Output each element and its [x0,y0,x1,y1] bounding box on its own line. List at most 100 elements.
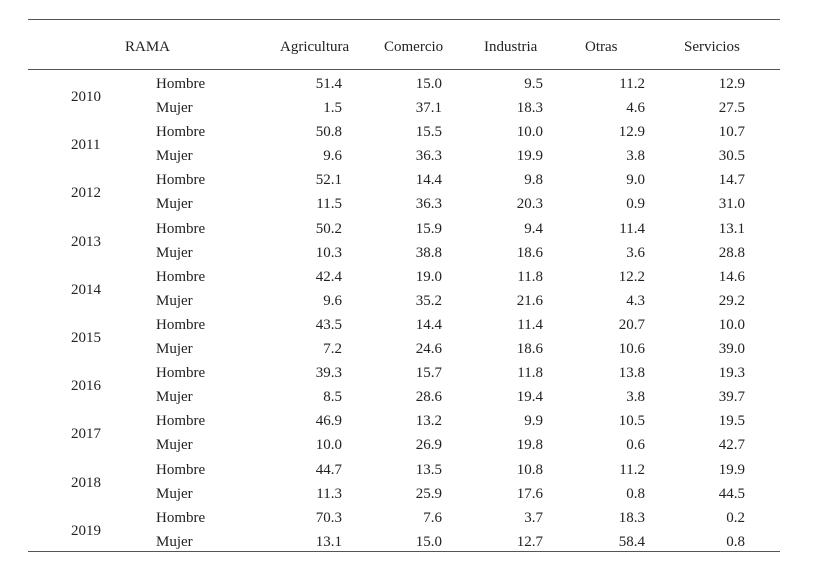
table-cell: 19.9 [718,461,745,478]
year-label: 2013 [71,233,101,250]
table-cell: 19.3 [718,365,745,382]
year-group: 2017 Hombre 46.9 13.2 9.9 10.5 19.5 Mujer 10.0 26… [28,410,780,458]
table-cell: 10.5 [618,413,645,430]
table-cell: 15.5 [415,124,442,141]
table-cell: 11.2 [619,76,645,92]
header-comercio: Comercio [384,39,444,55]
year-group: 2013 Hombre 50.2 15.9 9.4 11.4 13.1 Mujer 10.3 38… [28,218,780,266]
table-cell: 9.9 [524,413,543,430]
table-cell: 0.6 [626,437,645,454]
table-cell: 39.0 [718,341,745,357]
table-cell: 13.5 [415,461,442,478]
table-cell: 10.0 [315,437,342,454]
sex-label: Mujer [156,389,193,406]
sex-label: Mujer [156,485,193,502]
table-cell: 30.5 [718,148,745,165]
table-cell: 12.9 [718,76,745,92]
year-group: 2015 Hombre 43.5 14.4 11.4 20.7 10.0 Mujer 7.2 24… [28,314,780,362]
table-cell: 12.2 [618,268,645,285]
year-group: 2010 Hombre 51.4 15.0 9.5 11.2 12.9 Mujer 1.5 37.… [28,73,780,121]
table-cell: 9.0 [626,172,645,189]
table-cell: 28.8 [718,244,745,261]
year-label: 2015 [71,330,101,346]
header-agricultura: Agricultura [280,39,350,55]
table-cell: 10.3 [315,244,342,261]
table-cell: 31.0 [718,196,745,213]
table-cell: 51.4 [315,76,342,92]
table-row: Hombre 51.4 15.0 9.5 11.2 12.9 [28,73,780,97]
table-row: Mujer 13.1 15.0 12.7 58.4 0.8 [28,531,780,555]
table-cell: 3.7 [524,509,543,526]
year-group: 2019 Hombre 70.3 7.6 3.7 18.3 0.2 Mujer 13.1 15.0… [28,507,780,555]
table-cell: 14.4 [415,317,442,333]
header-rama: RAMA [125,39,171,55]
year-label: 2019 [71,522,101,539]
table-cell: 58.4 [618,533,645,550]
table-cell: 7.2 [323,341,342,357]
sex-label: Hombre [156,509,206,526]
table-cell: 15.0 [415,76,442,92]
table-cell: 18.3 [516,100,543,116]
header-rule [28,69,780,70]
table-cell: 42.7 [718,437,745,454]
table-cell: 9.5 [524,76,543,92]
table-row: Mujer 10.3 38.8 18.6 3.6 28.8 [28,242,780,266]
table-cell: 43.5 [315,317,342,333]
table-cell: 0.8 [626,485,645,502]
sex-label: Hombre [156,317,206,333]
sex-label: Mujer [156,100,193,116]
table-cell: 9.6 [323,148,342,165]
table-bottom-rule [28,551,780,552]
table-cell: 39.7 [718,389,745,406]
sex-label: Mujer [156,244,193,261]
table-cell: 24.6 [415,341,442,357]
table-cell: 19.9 [516,148,543,165]
table-row: Hombre 46.9 13.2 9.9 10.5 19.5 [28,410,780,434]
table-row: Mujer 11.5 36.3 20.3 0.9 31.0 [28,193,780,217]
table-cell: 10.8 [516,461,543,478]
table-cell: 11.4 [517,317,543,333]
table-cell: 25.9 [415,485,442,502]
table-row: Mujer 11.3 25.9 17.6 0.8 44.5 [28,483,780,507]
table-cell: 9.6 [323,292,342,309]
year-label: 2011 [71,137,101,154]
table-cell: 12.9 [618,124,645,141]
sex-label: Mujer [156,148,193,165]
table-cell: 3.6 [626,244,645,261]
table-cell: 39.3 [315,365,342,382]
year-group: 2011 Hombre 50.8 15.5 10.0 12.9 10.7 Mujer 9.6 36… [28,121,780,169]
table-cell: 11.8 [517,268,543,285]
table-top-rule [28,19,780,20]
table-cell: 11.3 [316,485,342,502]
header-otras: Otras [585,39,618,55]
table-cell: 10.7 [718,124,745,141]
table-cell: 36.3 [415,196,442,213]
table-cell: 26.9 [415,437,442,454]
table-cell: 19.4 [516,389,543,406]
table-cell: 1.5 [323,100,342,116]
table-cell: 42.4 [315,268,342,285]
table-cell: 0.8 [726,533,745,550]
table-cell: 18.6 [516,341,543,357]
table-cell: 15.7 [415,365,442,382]
year-label: 2018 [71,474,101,491]
sex-label: Hombre [156,124,206,141]
table-cell: 15.0 [415,533,442,550]
table-cell: 50.8 [315,124,342,141]
year-group: 2014 Hombre 42.4 19.0 11.8 12.2 14.6 Mujer 9.6 35… [28,266,780,314]
table-row: Hombre 39.3 15.7 11.8 13.8 19.3 [28,362,780,386]
table-row: Mujer 9.6 35.2 21.6 4.3 29.2 [28,290,780,314]
sex-label: Hombre [156,76,206,92]
table-cell: 37.1 [415,100,442,116]
header-servicios: Servicios [684,39,740,55]
table-cell: 4.6 [626,100,645,116]
table-row: Hombre 42.4 19.0 11.8 12.2 14.6 [28,266,780,290]
table-row: Hombre 43.5 14.4 11.4 20.7 10.0 [28,314,780,338]
year-label: 2016 [71,378,101,395]
table-cell: 13.2 [415,413,442,430]
table-cell: 28.6 [415,389,442,406]
table-cell: 0.2 [726,509,745,526]
table-cell: 19.8 [516,437,543,454]
table-row: Hombre 44.7 13.5 10.8 11.2 19.9 [28,459,780,483]
table-cell: 13.1 [718,220,745,237]
